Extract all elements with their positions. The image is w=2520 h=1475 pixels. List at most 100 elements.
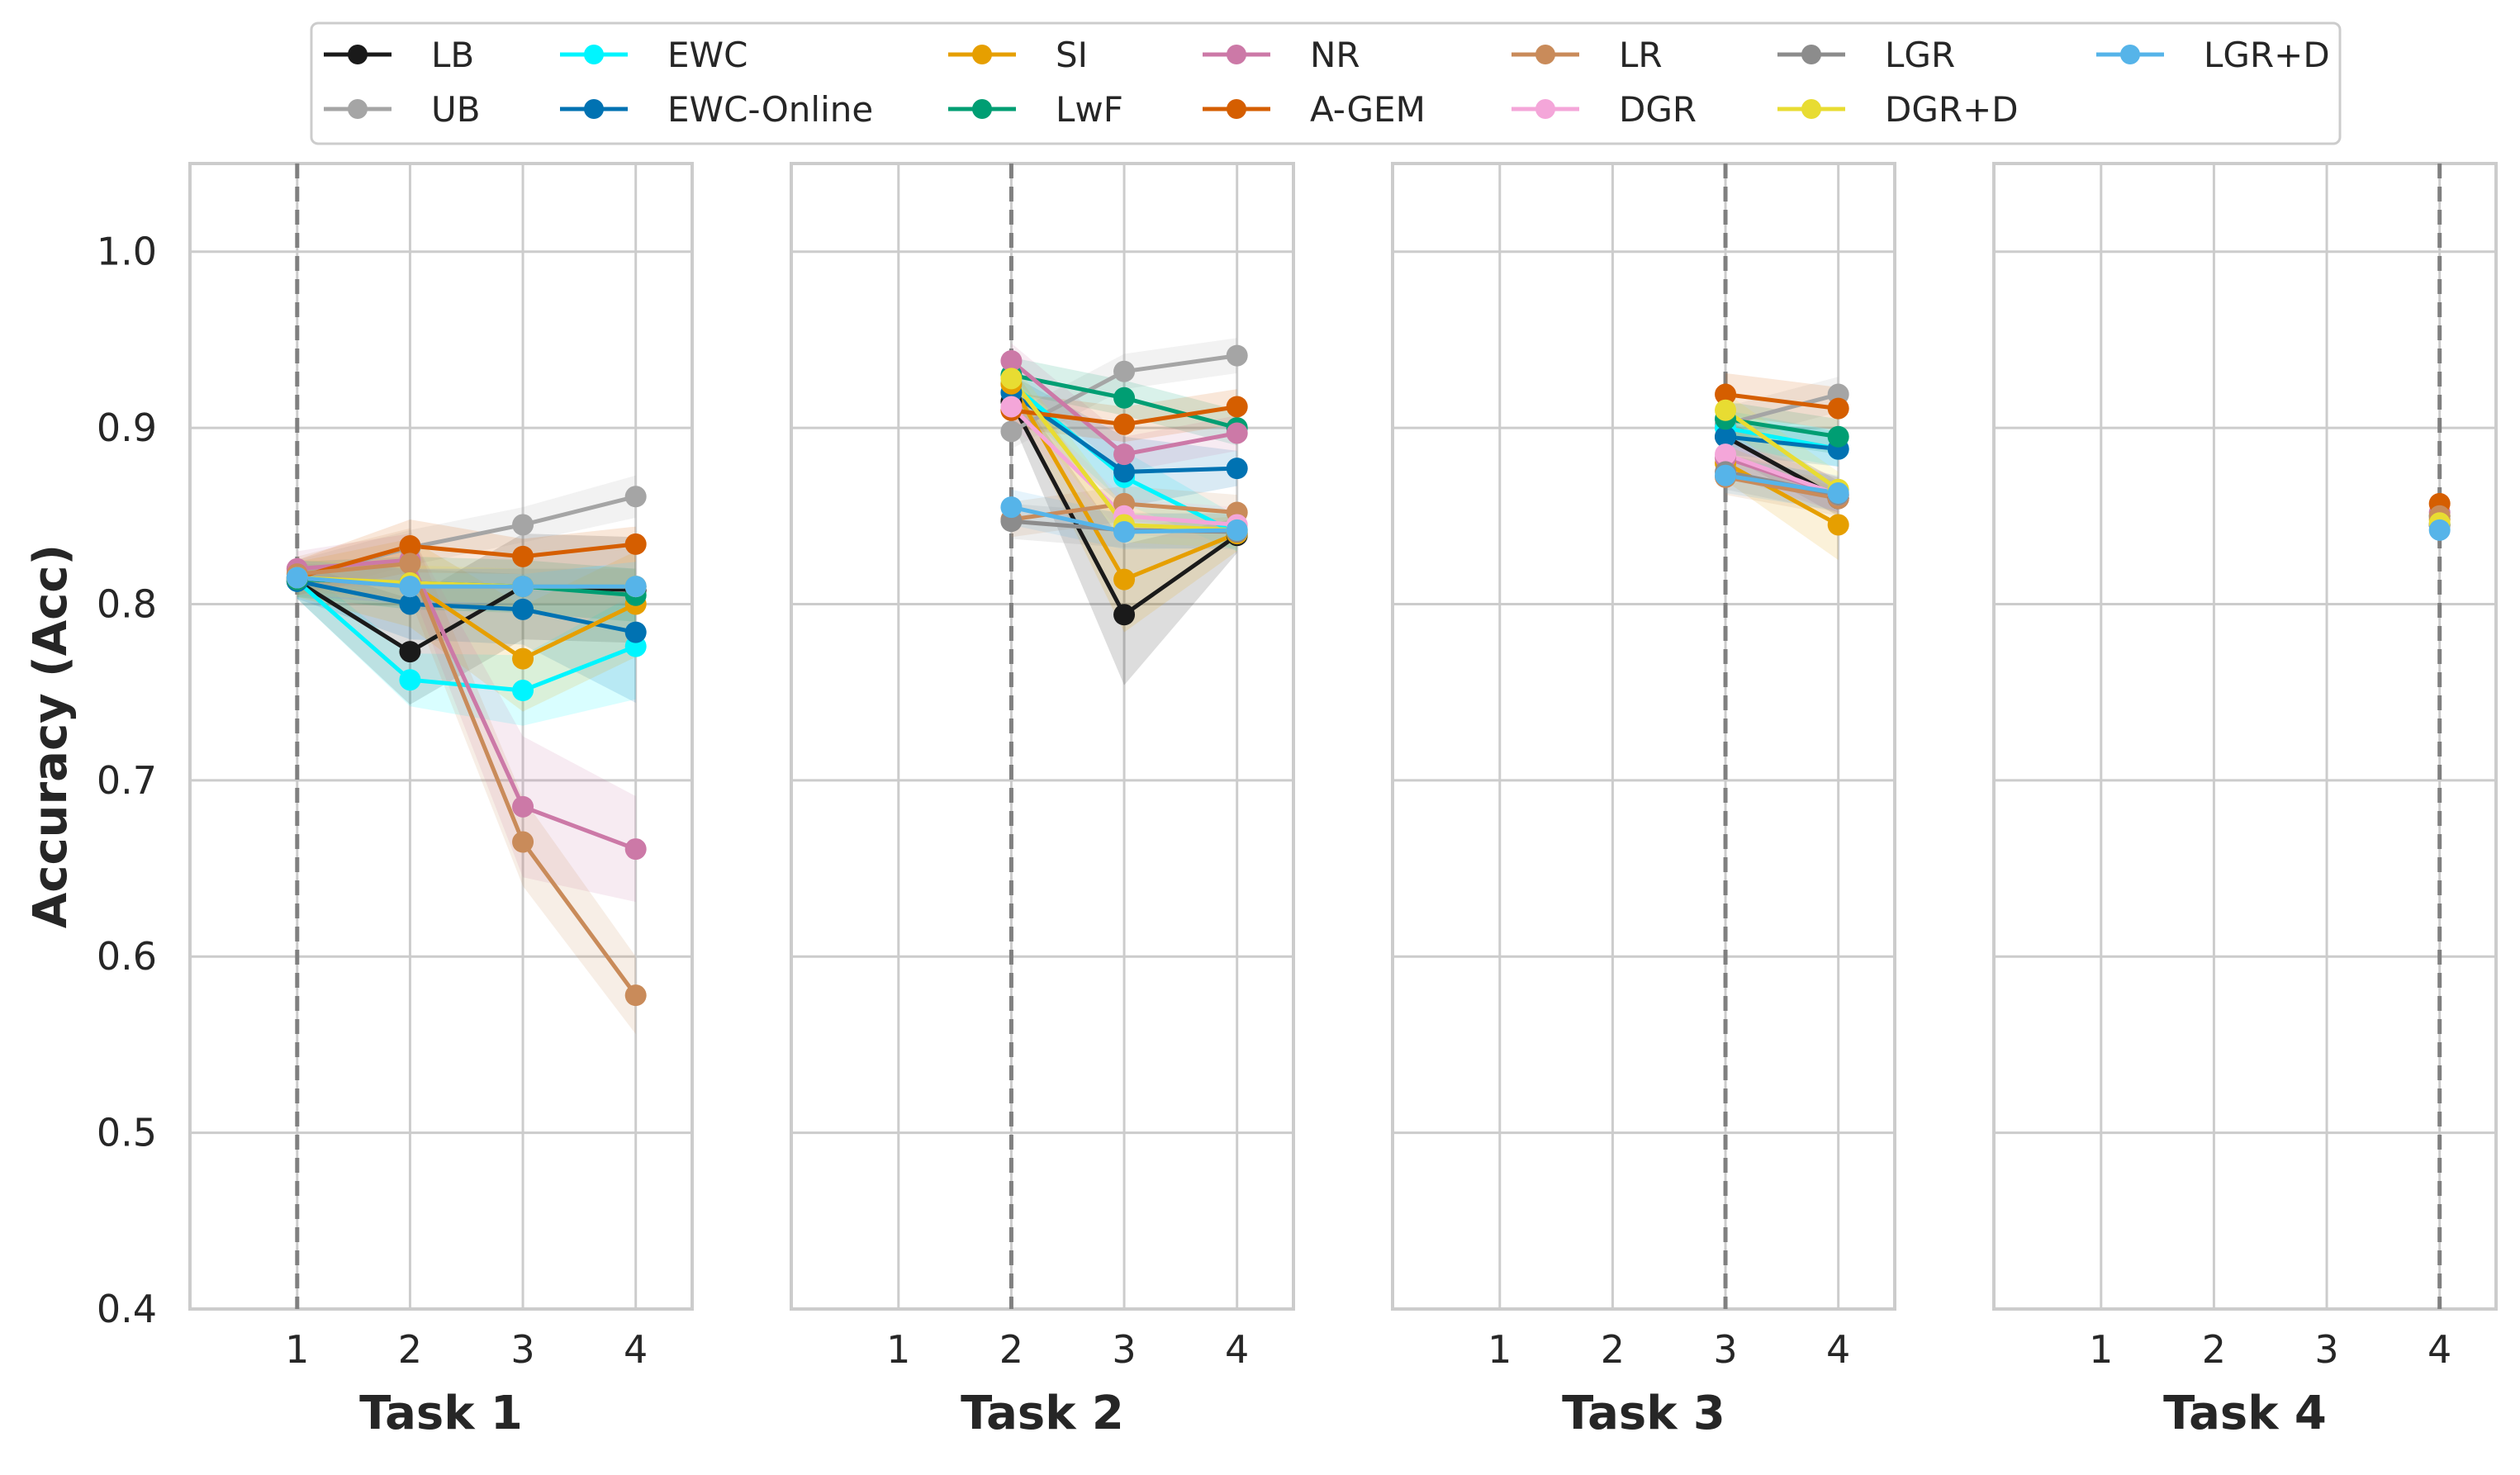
- x-tick-label: 1: [886, 1327, 910, 1372]
- band-lwf: [297, 556, 636, 622]
- legend-marker: [584, 45, 604, 64]
- point-si: [512, 647, 534, 670]
- point-lb: [1113, 604, 1136, 626]
- line-ewc-online: [1725, 434, 1839, 452]
- line-si: [1724, 461, 1839, 527]
- point-a-gem: [512, 545, 534, 567]
- plot-frame: [1992, 162, 2498, 1311]
- band-ub: [1011, 338, 1237, 449]
- point-si: [1113, 568, 1136, 590]
- x-tick-label: 1: [1488, 1327, 1512, 1372]
- legend-item-lwf: LwF: [948, 89, 1123, 130]
- line-lgr+d: [1725, 473, 1839, 496]
- line-dgr+d: [1724, 408, 1840, 491]
- legend-item-ub: UB: [324, 89, 481, 130]
- point-ewc-online: [399, 593, 421, 615]
- point-lr: [624, 984, 647, 1007]
- band-lb: [1011, 383, 1237, 685]
- x-tick-label: 4: [1826, 1327, 1850, 1372]
- point-lgr+d: [1226, 519, 1248, 541]
- x-tick-label: 2: [398, 1327, 422, 1372]
- legend-label: LGR: [1885, 35, 1955, 75]
- band-nr: [1011, 343, 1237, 472]
- point-lwf: [1827, 425, 1849, 448]
- legend-item-lr: LR: [1512, 35, 1663, 75]
- legend-marker: [1535, 45, 1555, 64]
- point-dgr+d: [1715, 399, 1737, 421]
- x-tick-label: 2: [999, 1327, 1023, 1372]
- legend: LB UB EWC EWC-Online SI LwF NR A-GEM LR DGR LGR DGR…: [310, 21, 2342, 145]
- band-lgr: [297, 560, 636, 605]
- panel-task-4: 1 2 3 4 Task 4: [1992, 162, 2498, 1440]
- point-lb: [399, 641, 421, 663]
- legend-label: A-GEM: [1310, 89, 1426, 130]
- legend-item-nr: NR: [1203, 35, 1360, 75]
- point-lgr+d: [624, 576, 647, 598]
- point-ewc-online: [1113, 461, 1136, 483]
- point-ub: [1226, 344, 1248, 367]
- point-a-gem: [399, 535, 421, 557]
- point-dgr: [1000, 396, 1023, 418]
- plot-frame: [188, 162, 694, 1311]
- x-tick-label: 3: [2314, 1327, 2338, 1372]
- point-lgr+d: [399, 576, 421, 598]
- point-dgr: [1715, 443, 1737, 466]
- point-nr: [1226, 422, 1248, 444]
- x-tick-label: 2: [1601, 1327, 1625, 1372]
- y-tick-label: 0.8: [97, 581, 157, 626]
- panel-title: Task 3: [1562, 1387, 1725, 1440]
- point-lgr+d: [1827, 482, 1849, 505]
- legend-item-dgr+d: DGR+D: [1777, 89, 2019, 130]
- panel-title: Task 1: [359, 1387, 523, 1440]
- band-ewc: [297, 563, 636, 726]
- point-lgr+d: [512, 576, 534, 598]
- point-ub: [1113, 360, 1136, 382]
- legend-item-si: SI: [948, 35, 1088, 75]
- point-lr: [399, 553, 421, 575]
- legend-item-lb: LB: [324, 35, 474, 75]
- legend-label: DGR+D: [1885, 89, 2019, 130]
- x-tick-label: 2: [2202, 1327, 2226, 1372]
- point-nr: [1000, 349, 1023, 372]
- point-nr: [1113, 443, 1136, 466]
- plot-frame: [1391, 162, 1896, 1311]
- panel-title: Task 2: [961, 1387, 1124, 1440]
- x-tick-label: 3: [1112, 1327, 1136, 1372]
- legend-marker: [972, 99, 992, 119]
- legend-item-ewc: EWC: [560, 35, 747, 75]
- legend-marker: [972, 45, 992, 64]
- point-lgr+d: [2428, 519, 2451, 541]
- legend-label: NR: [1310, 35, 1360, 75]
- point-dgr+d: [1000, 368, 1023, 390]
- x-tick-label: 1: [285, 1327, 309, 1372]
- y-axis-title: Accuracy (Acc): [24, 544, 78, 928]
- point-ub: [1000, 420, 1023, 443]
- point-ewc: [399, 669, 421, 691]
- line-ub: [1725, 392, 1839, 427]
- x-tick-label: 4: [1225, 1327, 1249, 1372]
- legend-item-lgr+d: LGR+D: [2096, 35, 2330, 75]
- line-lr: [1725, 475, 1839, 500]
- legend-label: LGR+D: [2204, 35, 2330, 75]
- plot-frame: [790, 162, 1295, 1311]
- legend-marker: [2120, 45, 2140, 64]
- x-tick-label: 4: [2427, 1327, 2451, 1372]
- panel-title: Task 4: [2163, 1387, 2327, 1440]
- line-ewc-online: [297, 579, 637, 635]
- line-nr: [297, 557, 637, 851]
- band-si: [1011, 366, 1237, 633]
- point-lwf: [1113, 387, 1136, 409]
- point-a-gem: [1226, 396, 1248, 418]
- panel-task-1: 1 2 3 4 Task 1: [188, 162, 694, 1440]
- band-lr: [297, 528, 636, 1035]
- point-ewc-online: [512, 598, 534, 620]
- legend-marker: [1227, 99, 1246, 119]
- band-dgr: [297, 560, 636, 605]
- legend-marker: [348, 99, 368, 119]
- point-a-gem: [624, 533, 647, 555]
- point-lgr+d: [286, 567, 308, 589]
- point-ewc-online: [624, 621, 647, 643]
- legend-marker: [348, 45, 368, 64]
- legend-marker: [584, 99, 604, 119]
